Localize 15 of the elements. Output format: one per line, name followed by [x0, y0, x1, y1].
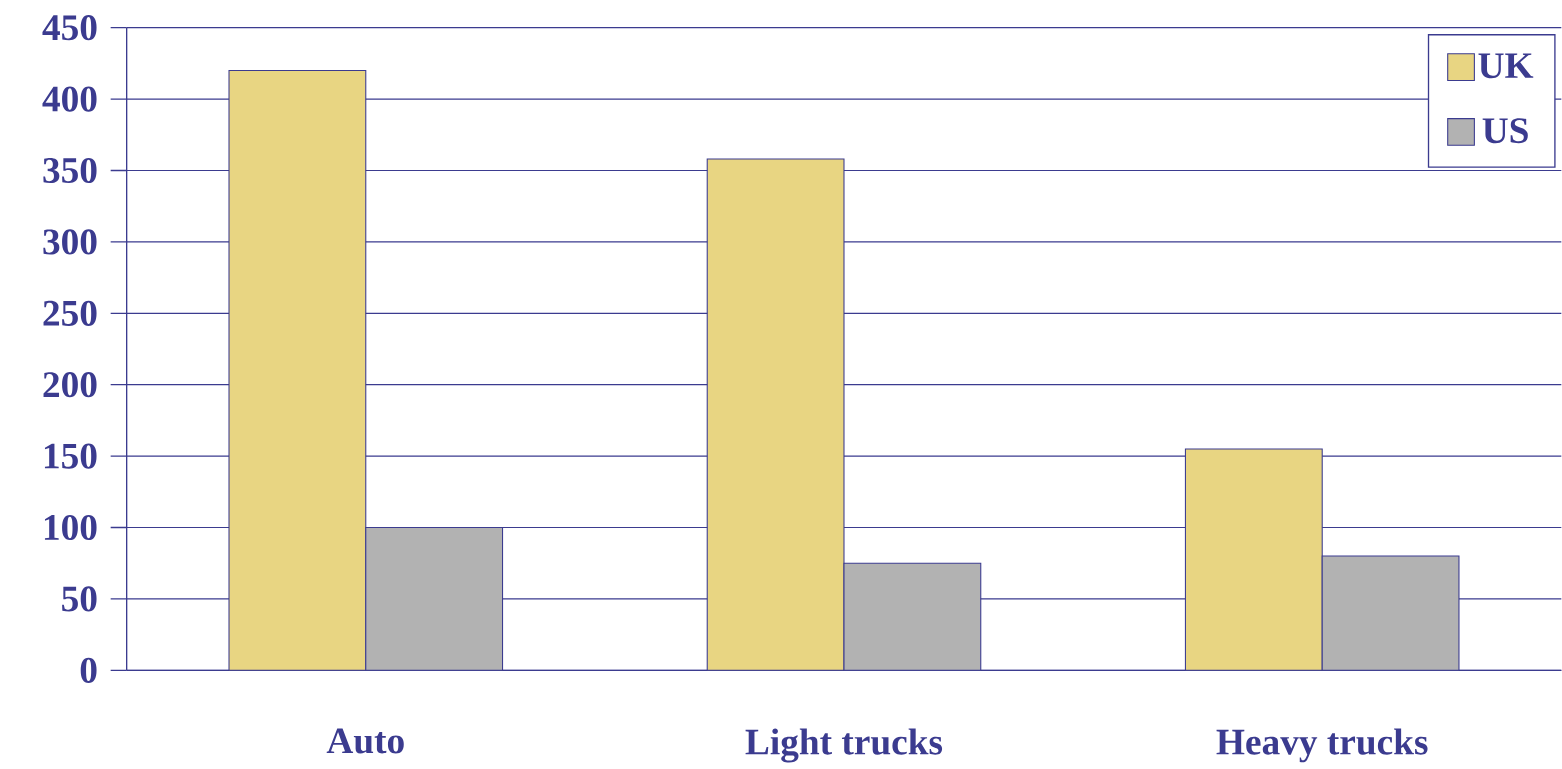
y-tick-label: 250	[43, 300, 97, 326]
x-tick-label: Light trucks	[745, 728, 943, 763]
y-tick-label: 350	[43, 157, 97, 184]
y-tick-label: 150	[44, 443, 97, 469]
y-tick-label: 450	[42, 15, 97, 41]
x-tick-label: Heavy trucks	[1216, 728, 1428, 763]
x-tick-label: Auto	[326, 728, 404, 754]
y-tick-label: 0	[80, 657, 97, 683]
y-tick-label: 400	[42, 86, 97, 112]
y-tick-label: 300	[43, 229, 97, 255]
y-tick-label: 200	[43, 372, 97, 398]
y-tick-label: 50	[62, 586, 97, 612]
y-tick-label: 100	[44, 514, 97, 541]
legend-label: UK	[1478, 53, 1534, 79]
legend-label: US	[1482, 118, 1528, 144]
